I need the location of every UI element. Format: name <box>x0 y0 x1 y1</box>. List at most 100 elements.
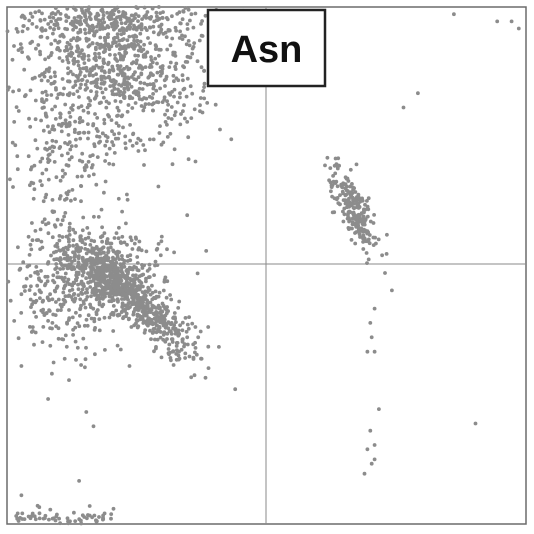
scatter-point <box>26 154 31 159</box>
scatter-point <box>73 197 77 202</box>
scatter-point <box>59 275 64 280</box>
scatter-point <box>114 277 119 282</box>
scatter-point <box>171 363 176 367</box>
scatter-point <box>68 262 73 267</box>
scatter-point <box>365 447 370 452</box>
scatter-point <box>140 266 145 270</box>
scatter-point <box>78 313 82 318</box>
scatter-point <box>79 184 83 188</box>
scatter-point <box>40 97 44 101</box>
scatter-point <box>138 45 143 49</box>
scatter-point <box>73 8 78 12</box>
scatter-point <box>169 105 174 109</box>
scatter-point <box>100 275 104 280</box>
scatter-point <box>32 342 36 347</box>
scatter-point <box>66 15 71 20</box>
scatter-point <box>48 25 53 30</box>
scatter-point <box>96 18 101 23</box>
scatter-point <box>96 215 101 219</box>
scatter-point <box>71 238 76 243</box>
scatter-point <box>66 66 70 71</box>
scatter-point <box>86 159 91 164</box>
scatter-point <box>87 513 92 518</box>
scatter-point <box>69 198 73 203</box>
scatter-point <box>365 261 369 265</box>
scatter-point <box>60 153 64 158</box>
scatter-point <box>45 279 50 284</box>
scatter-point <box>85 105 90 110</box>
scatter-point <box>68 519 72 524</box>
scatter-point <box>173 64 178 69</box>
scatter-point <box>346 179 351 183</box>
scatter-point <box>39 78 44 83</box>
scatter-point <box>95 41 99 46</box>
scatter-point <box>65 6 70 11</box>
scatter-point <box>83 365 87 370</box>
scatter-point <box>86 54 91 58</box>
scatter-point <box>185 213 190 218</box>
scatter-point <box>106 42 111 47</box>
scatter-point <box>102 231 107 236</box>
scatter-point <box>89 81 94 85</box>
scatter-point <box>64 196 69 201</box>
scatter-point <box>115 105 120 110</box>
scatter-point <box>106 268 110 272</box>
scatter-point <box>158 24 163 29</box>
scatter-point <box>94 72 98 77</box>
scatter-point <box>202 69 207 73</box>
scatter-point <box>165 135 170 139</box>
scatter-point <box>159 142 164 147</box>
scatter-point <box>54 262 59 266</box>
scatter-point <box>97 515 101 519</box>
scatter-point <box>159 355 164 360</box>
scatter-point <box>118 347 123 352</box>
scatter-point <box>65 234 70 239</box>
scatter-point <box>80 48 84 53</box>
scatter-point <box>120 257 125 262</box>
scatter-point <box>11 185 15 189</box>
scatter-point <box>45 93 49 97</box>
scatter-point <box>8 298 13 303</box>
scatter-point <box>107 146 112 151</box>
scatter-point <box>116 15 121 19</box>
scatter-point <box>62 86 66 91</box>
scatter-point <box>44 167 49 172</box>
scatter-point <box>108 245 113 250</box>
scatter-point <box>6 279 11 284</box>
scatter-point <box>110 129 114 134</box>
scatter-point <box>164 35 169 39</box>
scatter-point <box>72 255 77 259</box>
scatter-point <box>130 18 135 23</box>
scatter-point <box>123 134 128 139</box>
scatter-point <box>132 323 137 328</box>
scatter-point <box>57 146 62 151</box>
scatter-point <box>112 151 117 155</box>
scatter-point <box>341 219 346 224</box>
scatter-point <box>145 304 150 309</box>
scatter-point <box>87 27 92 32</box>
scatter-point <box>33 292 37 296</box>
scatter-point <box>32 163 37 168</box>
scatter-point <box>119 32 124 37</box>
scatter-point <box>75 275 79 280</box>
scatter-point <box>105 139 109 144</box>
scatter-point <box>154 323 159 328</box>
scatter-point <box>134 61 139 66</box>
scatter-point <box>97 51 101 56</box>
scatter-point <box>200 19 205 23</box>
scatter-point <box>113 286 117 290</box>
scatter-point <box>85 323 90 328</box>
scatter-point <box>67 225 72 230</box>
scatter-point <box>67 316 72 320</box>
scatter-point <box>95 272 100 277</box>
scatter-point <box>133 276 138 281</box>
scatter-point <box>12 319 17 323</box>
scatter-point <box>34 46 38 51</box>
scatter-point <box>53 518 58 523</box>
scatter-point <box>47 309 52 313</box>
residue-label-frame <box>206 8 327 88</box>
scatter-point <box>85 8 90 13</box>
scatter-point <box>76 54 81 58</box>
scatter-point <box>167 342 172 347</box>
scatter-point <box>138 80 143 85</box>
